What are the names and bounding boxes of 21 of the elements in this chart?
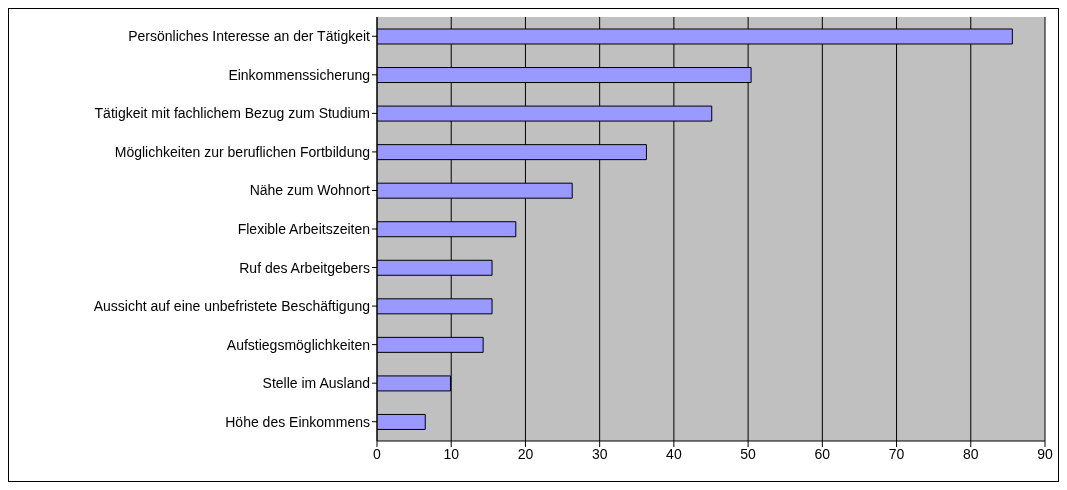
x-tick-label: 20 [517, 445, 534, 462]
x-tick-label: 80 [962, 445, 979, 462]
x-tick-label: 10 [443, 445, 460, 462]
x-tick-label: 70 [888, 445, 905, 462]
x-tick-label: 90 [1037, 445, 1053, 462]
y-tick-label: Höhe des Einkommens [225, 413, 370, 430]
y-tick-label: Flexible Arbeitszeiten [237, 220, 370, 237]
x-tick-label: 30 [591, 445, 608, 462]
y-tick-label: Nähe zum Wohnort [249, 182, 371, 199]
y-tick-label: Möglichkeiten zur beruflichen Fortbildung [114, 143, 370, 160]
x-tick-label: 60 [814, 445, 831, 462]
x-tick-label: 40 [666, 445, 682, 462]
y-tick-label: Ruf des Arbeitgebers [239, 259, 370, 276]
x-tick-label: 50 [740, 445, 757, 462]
y-tick-label: Aufstiegsmöglichkeiten [226, 336, 370, 353]
y-tick-label: Tätigkeit mit fachlichem Bezug zum Studium [94, 105, 370, 122]
y-tick-label: Aussicht auf eine unbefristete Beschäftigung [93, 298, 370, 315]
y-tick-label: Persönliches Interesse an der Tätigkeit [128, 28, 371, 45]
x-tick-label: 0 [373, 445, 382, 462]
y-tick-label: Stelle im Ausland [262, 375, 370, 392]
y-tick-label: Einkommenssicherung [228, 66, 370, 83]
